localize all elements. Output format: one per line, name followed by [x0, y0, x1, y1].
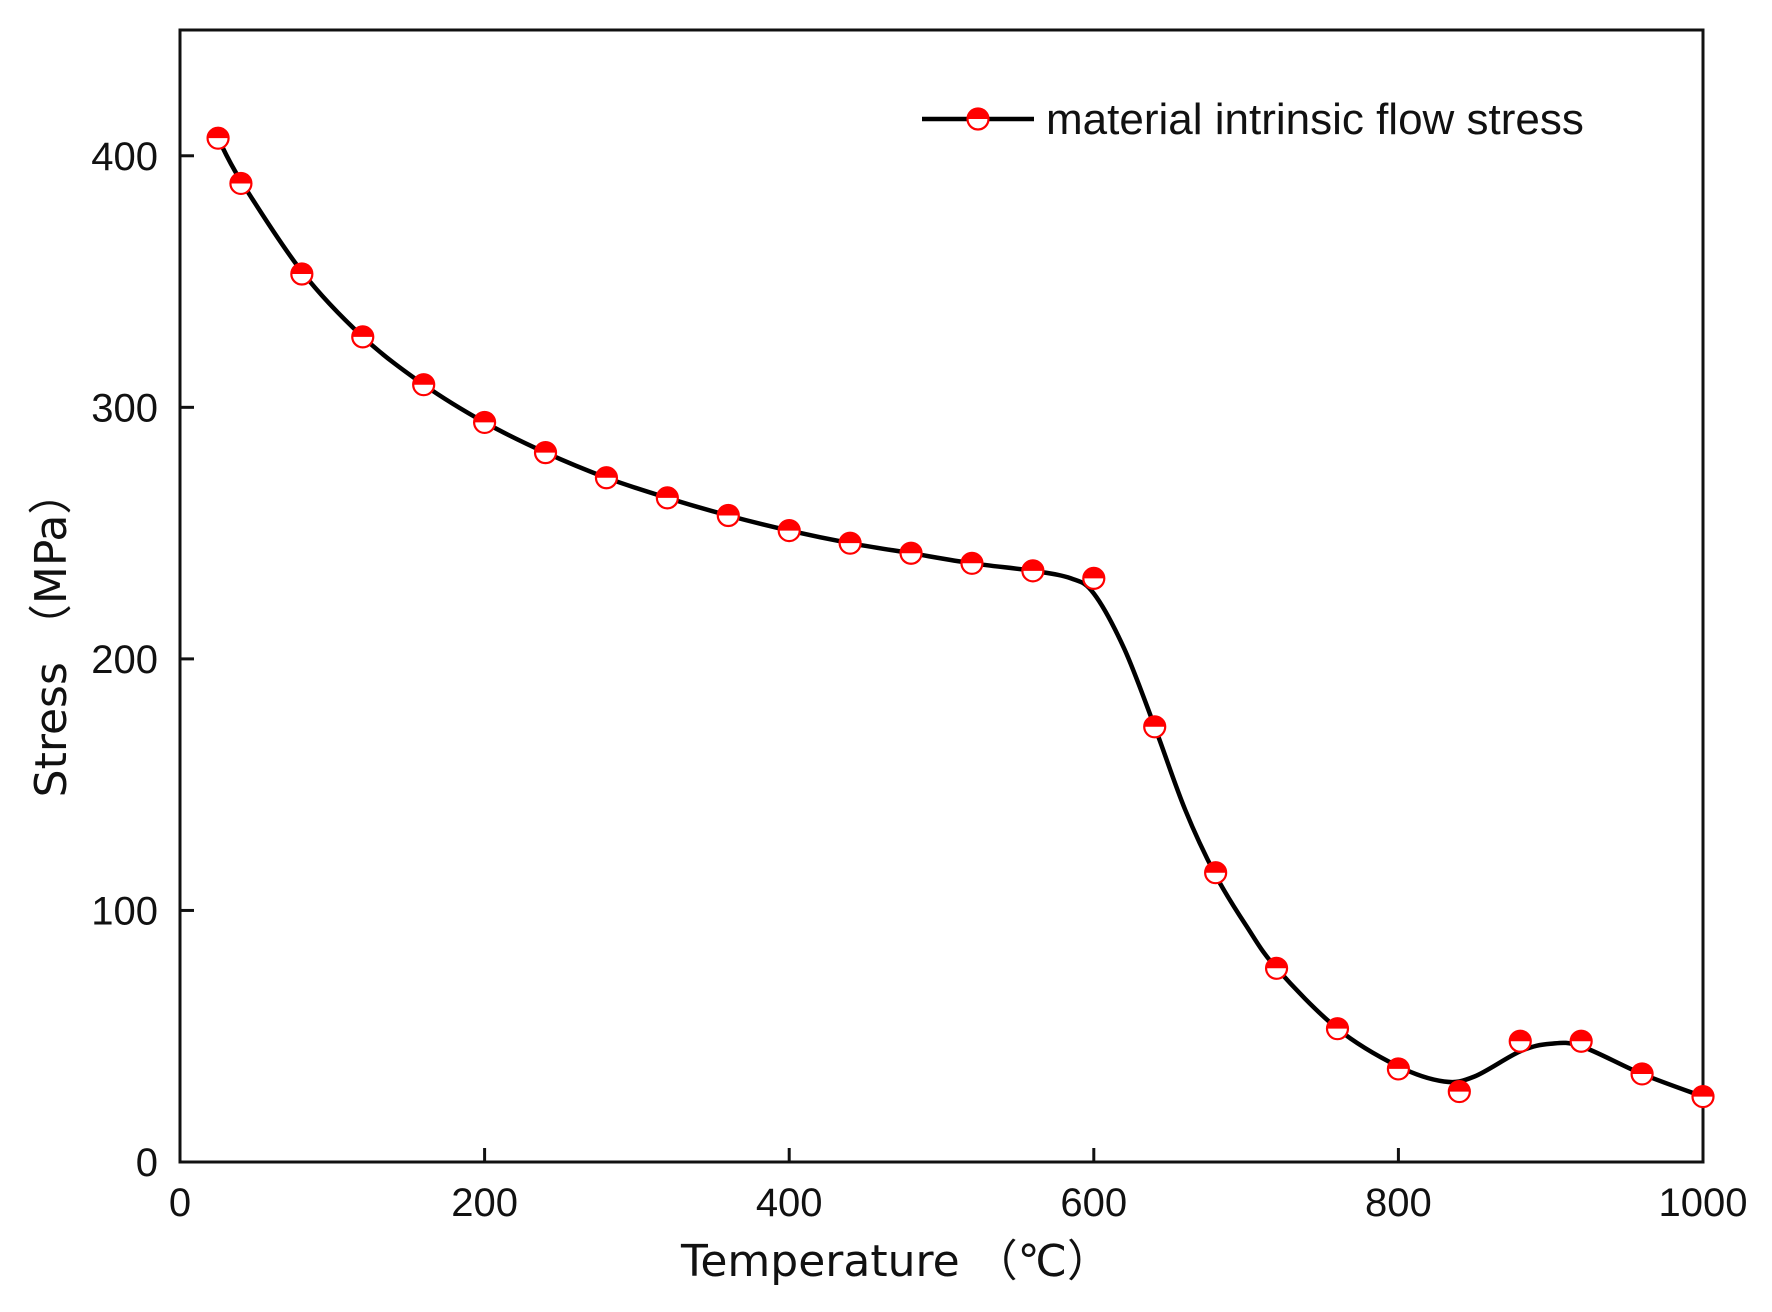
- data-point-15: [1082, 566, 1106, 590]
- y-tick-label-100: 100: [91, 889, 158, 933]
- series-markers: [206, 126, 1715, 1109]
- x-tick-label-0: 0: [169, 1181, 191, 1225]
- y-tick-label-300: 300: [91, 386, 158, 430]
- data-point-25: [1691, 1084, 1715, 1109]
- data-point-3: [351, 325, 375, 349]
- data-point-11: [838, 531, 862, 555]
- legend: material intrinsic flow stress: [922, 95, 1584, 144]
- y-tick-label-200: 200: [91, 638, 158, 682]
- x-tick-label-1000: 1000: [1659, 1181, 1748, 1225]
- data-point-12: [899, 541, 923, 565]
- data-point-0: [206, 126, 230, 150]
- y-tick-label-400: 400: [91, 135, 158, 179]
- data-point-16: [1143, 715, 1167, 739]
- axis-tick-labels: 0 200 400 600 800 1000 0 100 200 300 400: [91, 135, 1747, 1225]
- x-tick-label-800: 800: [1365, 1181, 1432, 1225]
- data-point-18: [1264, 956, 1289, 980]
- data-point-24: [1630, 1062, 1654, 1086]
- data-point-2: [290, 262, 314, 286]
- y-tick-label-0: 0: [136, 1141, 158, 1185]
- legend-marker-symbol: [966, 107, 990, 131]
- legend-marker: [966, 107, 990, 131]
- axis-ticks: [178, 154, 1705, 1164]
- legend-label: material intrinsic flow stress: [1046, 95, 1584, 144]
- data-point-20: [1386, 1057, 1411, 1081]
- x-tick-label-600: 600: [1060, 1181, 1127, 1225]
- y-axis-label: Stress （MPa）: [26, 471, 77, 798]
- data-point-23: [1569, 1029, 1593, 1053]
- data-point-5: [473, 410, 497, 435]
- data-point-9: [716, 503, 740, 528]
- data-point-19: [1325, 1017, 1350, 1041]
- data-point-22: [1508, 1029, 1532, 1053]
- x-tick-label-200: 200: [451, 1181, 518, 1225]
- data-point-17: [1204, 861, 1228, 885]
- x-tick-label-400: 400: [756, 1181, 823, 1225]
- data-point-8: [655, 486, 679, 510]
- data-point-21: [1447, 1079, 1471, 1104]
- data-point-6: [533, 441, 558, 465]
- data-point-14: [1021, 559, 1045, 583]
- plot-frame: [178, 28, 1705, 1164]
- data-point-13: [960, 551, 984, 575]
- data-point-7: [594, 466, 619, 490]
- data-point-10: [777, 518, 801, 543]
- series-line: [215, 135, 1706, 1099]
- x-axis-label: Temperature （℃）: [680, 1236, 1111, 1287]
- data-point-4: [412, 373, 436, 397]
- data-point-1: [229, 171, 253, 196]
